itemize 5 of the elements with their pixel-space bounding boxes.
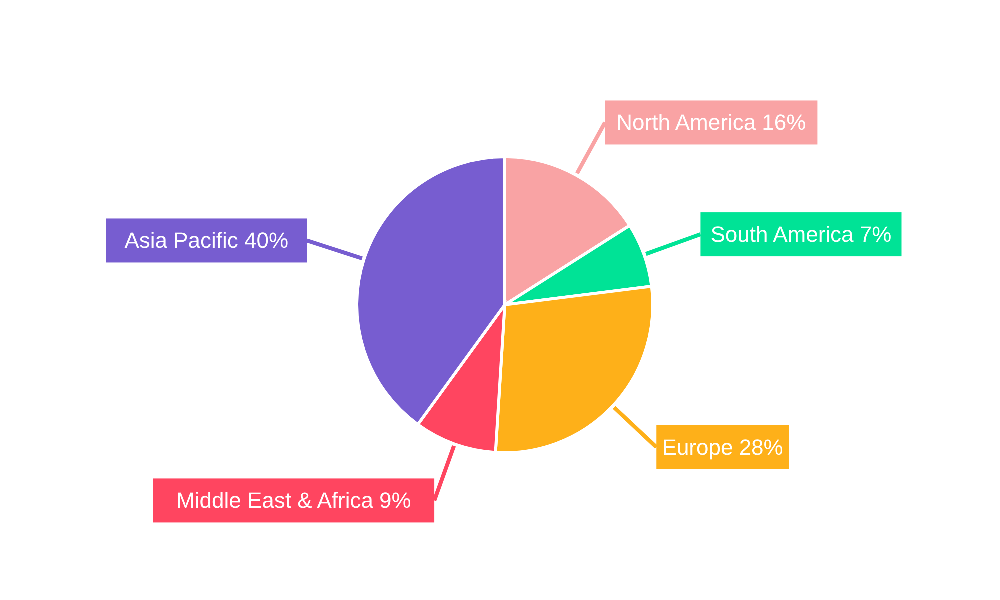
slice-label: Asia Pacific 40% [124,228,289,254]
slice-label: North America 16% [616,110,806,136]
slice-label: Europe 28% [662,434,784,460]
slice-label: South America 7% [710,222,892,248]
slice-label: Middle East & Africa 9% [176,488,412,514]
